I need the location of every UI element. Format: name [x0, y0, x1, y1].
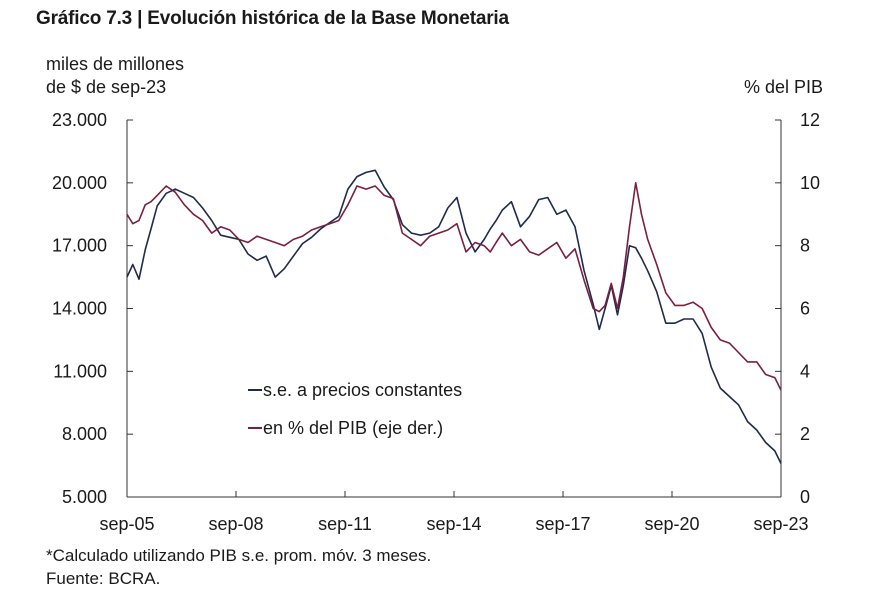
right-axis-tick-label: 12 [800, 110, 820, 130]
x-axis-tick-label: sep-17 [535, 514, 590, 534]
left-axis-unit-label: miles de millones de $ de sep-23 [46, 53, 206, 99]
x-axis-tick-label: sep-11 [318, 514, 372, 534]
chart-title: Gráfico 7.3 | Evolución histórica de la … [36, 8, 509, 29]
right-axis-tick-label: 4 [800, 361, 810, 381]
left-axis-tick-label: 8.000 [62, 424, 107, 444]
legend-entry-label: en % del PIB (eje der.) [263, 418, 443, 438]
right-axis-tick-label: 0 [800, 487, 810, 507]
chart-legend: s.e. a precios constantes en % del PIB (e… [248, 380, 462, 438]
left-axis-tick-label: 5.000 [62, 487, 107, 507]
right-axis-tick-label: 2 [800, 424, 810, 444]
left-axis-unit-text: miles de millones de $ de sep-23 [46, 54, 185, 97]
right-axis-unit-label: % del PIB [743, 77, 823, 97]
right-axis-tick-label: 8 [800, 236, 810, 256]
left-axis-tick-label: 23.000 [52, 110, 107, 130]
left-axis-tick-label: 17.000 [52, 236, 107, 256]
x-axis-tick-label: sep-08 [208, 514, 263, 534]
right-axis-tick-label: 6 [800, 299, 810, 319]
x-axis-tick-label: sep-05 [99, 514, 154, 534]
left-axis-tick-label: 14.000 [52, 299, 107, 319]
x-axis-tick-label: sep-23 [753, 514, 808, 534]
chart-source: Fuente: BCRA. [46, 569, 161, 588]
x-axis-tick-label: sep-14 [426, 514, 481, 534]
chart-axes: 5.000 8.000 11.000 14.000 17.000 20.000 23.000… [52, 110, 820, 534]
chart-footnote: *Calculado utilizando PIB s.e. prom. móv… [46, 546, 432, 565]
x-axis-tick-label: sep-20 [644, 514, 699, 534]
left-axis-tick-label: 11.000 [53, 361, 107, 381]
right-axis-tick-label: 10 [800, 173, 820, 193]
series-line-precios-constantes [126, 169, 782, 464]
legend-entry-label: s.e. a precios constantes [263, 380, 462, 400]
series-line-pct-pib [126, 182, 782, 391]
left-axis-tick-label: 20.000 [52, 173, 107, 193]
chart-series-lines [126, 169, 782, 464]
